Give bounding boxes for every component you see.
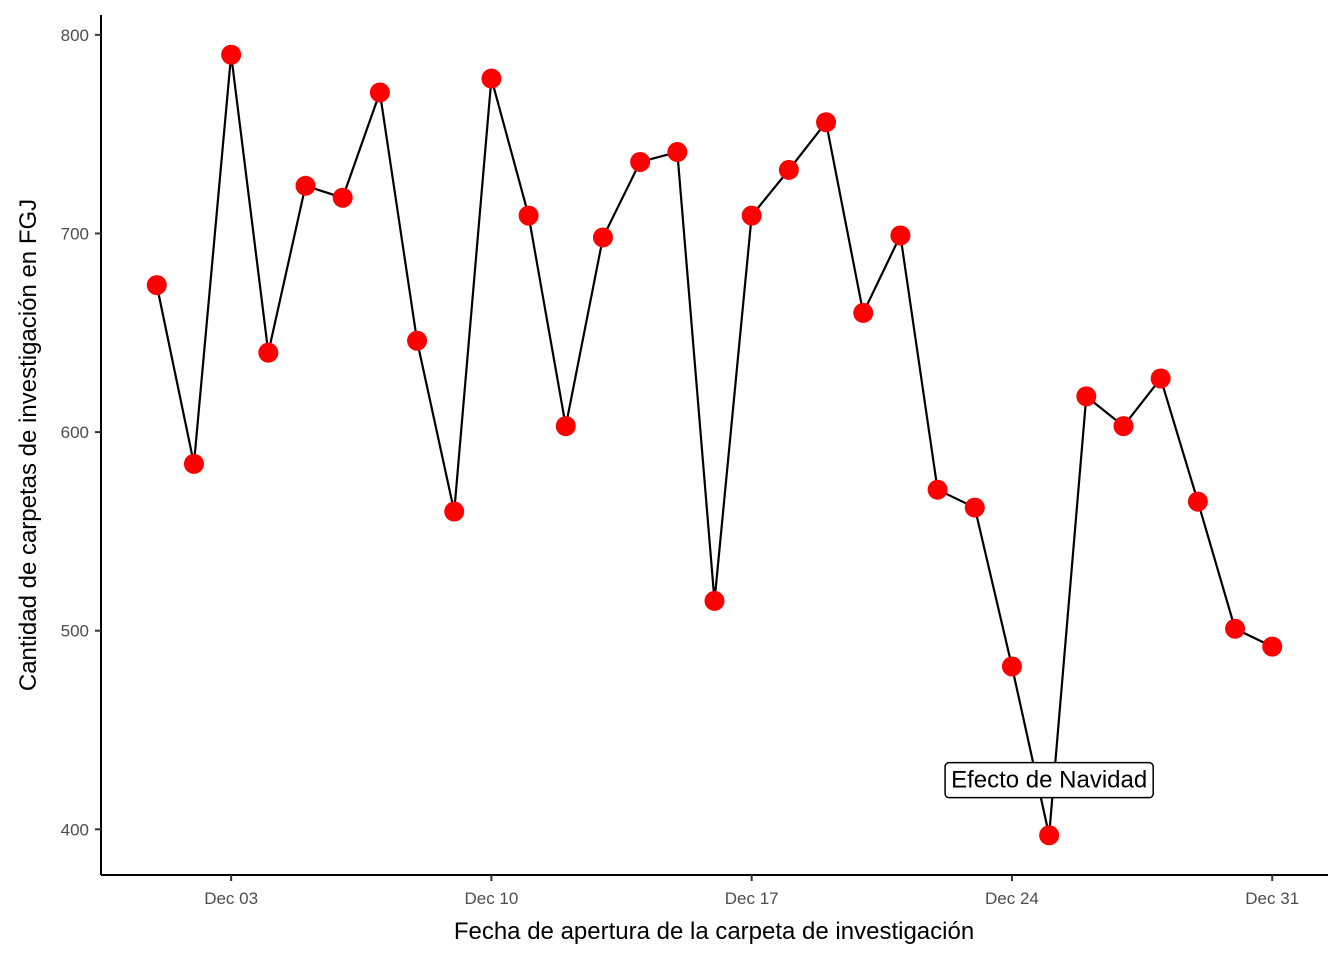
y-tick-label: 700 [61, 224, 89, 243]
data-point [1001, 656, 1022, 677]
x-tick-label: Dec 24 [985, 889, 1039, 908]
data-point [146, 275, 167, 296]
data-point [630, 151, 651, 172]
x-axis-title: Fecha de apertura de la carpeta de inves… [454, 918, 974, 945]
data-point [778, 159, 799, 180]
y-tick-label: 500 [61, 622, 89, 641]
data-point [555, 416, 576, 437]
data-point [927, 479, 948, 500]
data-point [295, 175, 316, 196]
y-tick-label: 400 [61, 820, 89, 839]
data-point [1039, 825, 1060, 846]
y-axis-ticks: 400 500 600 700 800 [61, 26, 101, 839]
data-point [964, 497, 985, 518]
x-axis-ticks: Dec 03 Dec 10 Dec 17 Dec 24 Dec 31 [204, 875, 1299, 908]
annotation-text: Efecto de Navidad [951, 767, 1147, 794]
data-point [667, 142, 688, 163]
data-point [1150, 368, 1171, 389]
data-point [1225, 618, 1246, 639]
data-point [1187, 491, 1208, 512]
data-point [407, 330, 428, 351]
data-point [369, 82, 390, 103]
data-point [332, 187, 353, 208]
data-point [816, 112, 837, 133]
data-point [444, 501, 465, 522]
y-tick-label: 800 [61, 26, 89, 45]
data-point [481, 68, 502, 89]
data-point [518, 205, 539, 226]
x-tick-label: Dec 31 [1245, 889, 1299, 908]
data-point [890, 225, 911, 246]
data-point [221, 44, 242, 65]
y-axis-title: Cantidad de carpetas de investigación en… [15, 199, 42, 691]
data-point [704, 590, 725, 611]
x-tick-label: Dec 10 [464, 889, 518, 908]
y-tick-label: 600 [61, 423, 89, 442]
plot-area [146, 44, 1283, 846]
annotation-box [944, 761, 1154, 799]
x-tick-label: Dec 03 [204, 889, 258, 908]
data-point [853, 302, 874, 323]
annotation-label: Efecto de Navidad [944, 761, 1154, 799]
series-line [155, 53, 1273, 837]
data-point [258, 342, 279, 363]
annotations: Efecto de Navidad [944, 761, 1154, 799]
data-point [1113, 416, 1134, 437]
data-point [1262, 636, 1283, 657]
x-tick-label: Dec 17 [725, 889, 779, 908]
data-point [1076, 386, 1097, 407]
data-point [183, 453, 204, 474]
data-point [741, 205, 762, 226]
data-point [592, 227, 613, 248]
